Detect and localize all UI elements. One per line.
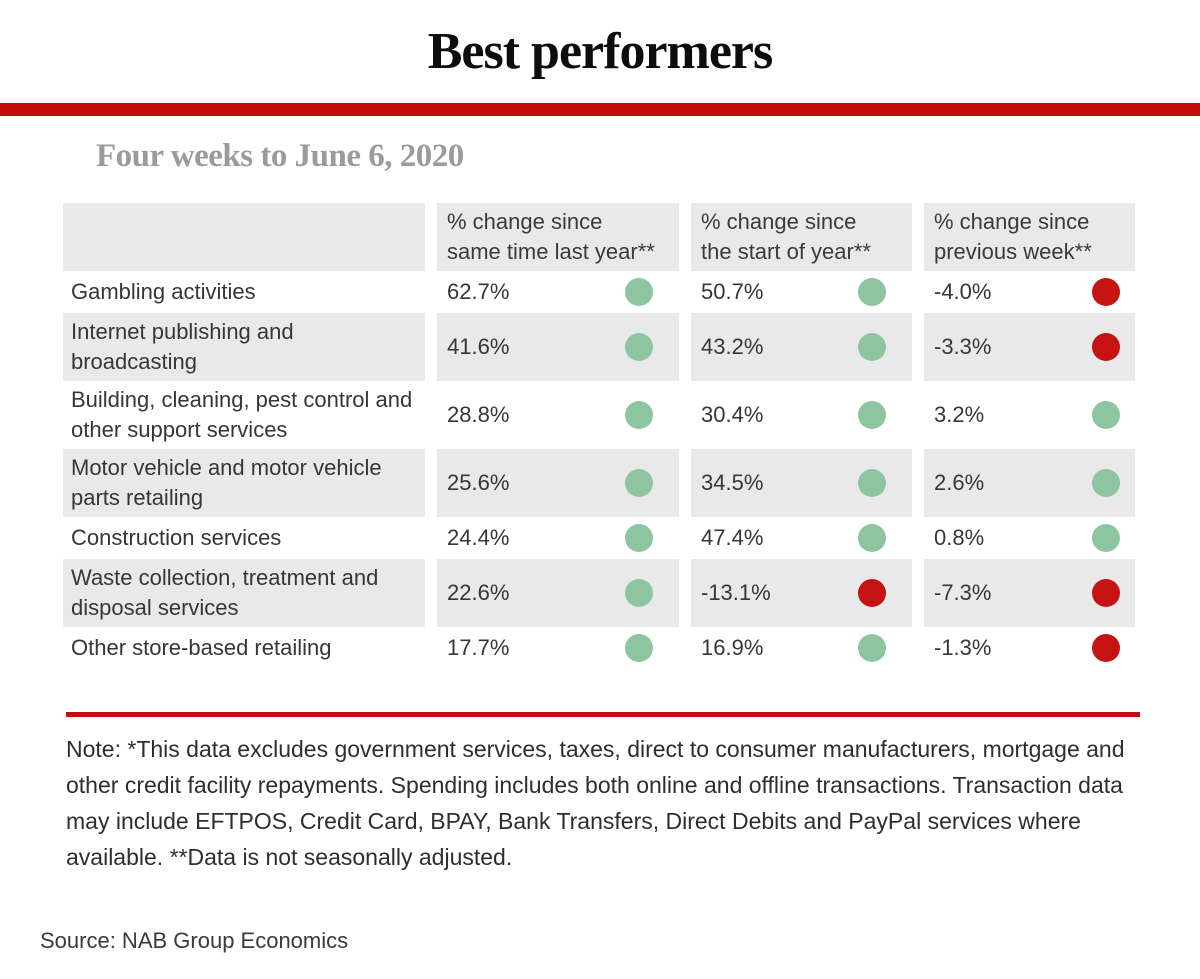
- source-attribution: Source: NAB Group Economics: [40, 928, 349, 953]
- status-dot-icon: [858, 469, 886, 497]
- value-text: -13.1%: [701, 580, 771, 605]
- header-cell-year-ago: % change since same time last year**: [437, 203, 679, 271]
- value-text: 47.4%: [701, 525, 764, 550]
- value-text: 50.7%: [701, 279, 764, 304]
- value-text: 34.5%: [701, 470, 764, 495]
- value-text: 22.6%: [447, 580, 510, 605]
- value-cell: 30.4%: [691, 381, 912, 449]
- value-text: 16.9%: [701, 635, 764, 660]
- status-dot-icon: [858, 333, 886, 361]
- value-text: 3.2%: [934, 402, 985, 427]
- top-divider-rule: [0, 103, 1200, 116]
- table-row: Gambling activities 62.7% 50.7% -4.0%: [63, 271, 1135, 313]
- status-dot-icon: [858, 278, 886, 306]
- status-dot-icon: [1092, 634, 1120, 662]
- row-label: Construction services: [63, 517, 425, 559]
- value-cell: 34.5%: [691, 449, 912, 517]
- header-cell-blank: [63, 203, 425, 271]
- value-text: -3.3%: [934, 334, 992, 359]
- value-cell: 24.4%: [437, 517, 679, 559]
- value-text: 25.6%: [447, 470, 510, 495]
- value-text: 28.8%: [447, 402, 510, 427]
- table-row: Waste collection, treatment and disposal…: [63, 559, 1135, 627]
- header-cell-previous-week: % change since previous week**: [924, 203, 1135, 271]
- value-cell: -1.3%: [924, 627, 1135, 669]
- status-dot-icon: [858, 634, 886, 662]
- value-cell: 43.2%: [691, 313, 912, 381]
- status-dot-icon: [625, 333, 653, 361]
- value-cell: 22.6%: [437, 559, 679, 627]
- status-dot-icon: [625, 401, 653, 429]
- value-cell: -7.3%: [924, 559, 1135, 627]
- value-text: 0.8%: [934, 525, 985, 550]
- status-dot-icon: [625, 579, 653, 607]
- value-text: 2.6%: [934, 470, 985, 495]
- table-row: Building, cleaning, pest control and oth…: [63, 381, 1135, 449]
- value-cell: 16.9%: [691, 627, 912, 669]
- status-dot-icon: [858, 579, 886, 607]
- value-text: 17.7%: [447, 635, 510, 660]
- table-header-row: % change since same time last year** % c…: [63, 203, 1135, 271]
- subtitle: Four weeks to June 6, 2020: [96, 138, 464, 174]
- value-cell: -4.0%: [924, 271, 1135, 313]
- footnote: Note: *This data excludes government ser…: [66, 736, 1125, 870]
- table-row: Construction services 24.4% 47.4% 0.8%: [63, 517, 1135, 559]
- value-text: 41.6%: [447, 334, 510, 359]
- value-text: 30.4%: [701, 402, 764, 427]
- value-text: 43.2%: [701, 334, 764, 359]
- status-dot-icon: [1092, 278, 1120, 306]
- status-dot-icon: [625, 524, 653, 552]
- note-divider-rule: [66, 712, 1140, 717]
- value-cell: 0.8%: [924, 517, 1135, 559]
- value-text: -4.0%: [934, 279, 992, 304]
- value-cell: 47.4%: [691, 517, 912, 559]
- status-dot-icon: [1092, 401, 1120, 429]
- status-dot-icon: [858, 401, 886, 429]
- row-label: Waste collection, treatment and disposal…: [63, 559, 425, 627]
- value-cell: 2.6%: [924, 449, 1135, 517]
- status-dot-icon: [1092, 579, 1120, 607]
- value-cell: -3.3%: [924, 313, 1135, 381]
- status-dot-icon: [625, 469, 653, 497]
- value-cell: 3.2%: [924, 381, 1135, 449]
- status-dot-icon: [1092, 524, 1120, 552]
- row-label: Other store-based retailing: [63, 627, 425, 669]
- table-row: Other store-based retailing 17.7% 16.9% …: [63, 627, 1135, 669]
- header-cell-start-of-year: % change since the start of year**: [691, 203, 912, 271]
- value-text: 24.4%: [447, 525, 510, 550]
- status-dot-icon: [1092, 333, 1120, 361]
- value-text: -7.3%: [934, 580, 992, 605]
- value-cell: 62.7%: [437, 271, 679, 313]
- value-cell: 50.7%: [691, 271, 912, 313]
- status-dot-icon: [858, 524, 886, 552]
- table-row: Motor vehicle and motor vehicle parts re…: [63, 449, 1135, 517]
- row-label: Building, cleaning, pest control and oth…: [63, 381, 425, 449]
- status-dot-icon: [625, 278, 653, 306]
- row-label: Gambling activities: [63, 271, 425, 313]
- value-text: -1.3%: [934, 635, 992, 660]
- value-cell: 17.7%: [437, 627, 679, 669]
- page-title: Best performers: [427, 23, 774, 80]
- status-dot-icon: [1092, 469, 1120, 497]
- table-row: Internet publishing and broadcasting 41.…: [63, 313, 1135, 381]
- performance-table: % change since same time last year** % c…: [63, 203, 1135, 669]
- value-text: 62.7%: [447, 279, 510, 304]
- value-cell: -13.1%: [691, 559, 912, 627]
- row-label: Motor vehicle and motor vehicle parts re…: [63, 449, 425, 517]
- value-cell: 28.8%: [437, 381, 679, 449]
- row-label: Internet publishing and broadcasting: [63, 313, 425, 381]
- value-cell: 25.6%: [437, 449, 679, 517]
- value-cell: 41.6%: [437, 313, 679, 381]
- status-dot-icon: [625, 634, 653, 662]
